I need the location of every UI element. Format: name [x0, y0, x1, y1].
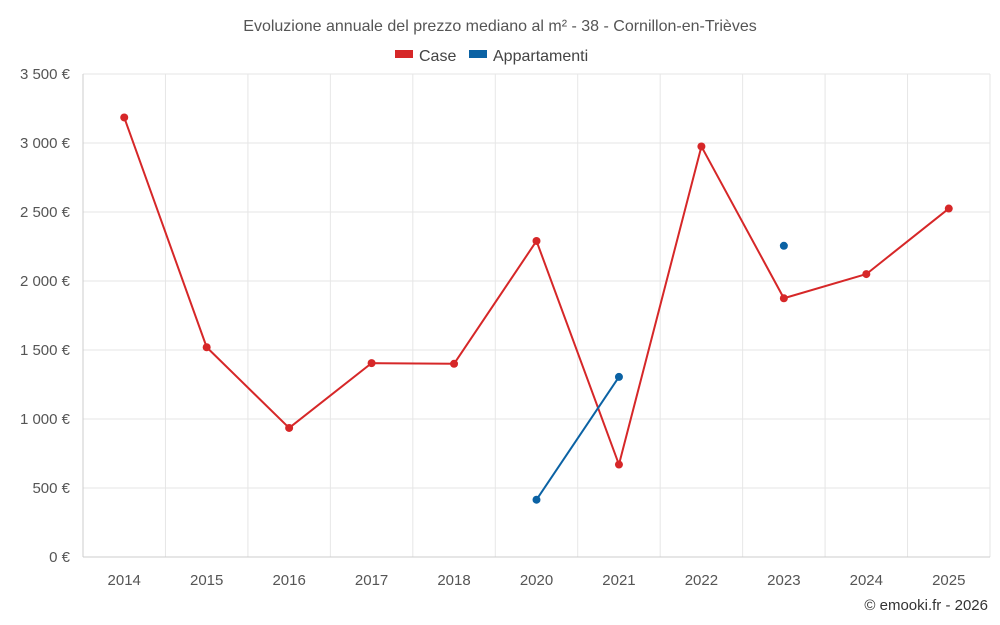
x-tick-label: 2017	[355, 572, 388, 589]
data-point-case-2017[interactable]	[367, 359, 376, 368]
legend-swatch-case	[395, 50, 413, 58]
data-point-case-2014[interactable]	[120, 113, 129, 122]
y-tick-label: 500 €	[32, 480, 70, 497]
data-point-case-2018[interactable]	[450, 359, 459, 368]
credit-text: © emooki.fr - 2026	[864, 597, 988, 614]
x-tick-label: 2018	[437, 572, 470, 589]
legend-label-appartamenti: Appartamenti	[493, 48, 588, 65]
y-tick-label: 2 000 €	[20, 273, 71, 290]
legend-swatch-appartamenti	[469, 50, 487, 58]
legend-item-appartamenti[interactable]: Appartamenti	[469, 48, 588, 65]
legend-item-case[interactable]: Case	[395, 48, 456, 65]
data-point-case-2020[interactable]	[532, 236, 541, 245]
grid-layer	[83, 73, 991, 557]
data-point-appartamenti-2021[interactable]	[614, 372, 623, 381]
series-appartamenti	[532, 241, 788, 504]
legend: Case Appartamenti	[395, 48, 588, 65]
x-tick-label: 2016	[272, 572, 305, 589]
axis-layer: 0 € 500 € 1 000 € 1 500 € 2 000 € 2 500 € 3 00…	[20, 66, 990, 589]
data-point-case-2022[interactable]	[697, 142, 706, 151]
data-point-case-2024[interactable]	[862, 270, 871, 279]
x-tick-label: 2015	[190, 572, 223, 589]
data-point-case-2021[interactable]	[614, 460, 623, 469]
x-tick-label: 2024	[850, 572, 883, 589]
chart-title: Evoluzione annuale del prezzo mediano al…	[243, 18, 756, 35]
x-tick-label: 2014	[108, 572, 141, 589]
data-point-case-2015[interactable]	[202, 343, 211, 352]
y-tick-label: 1 500 €	[20, 342, 71, 359]
y-tick-label: 2 500 €	[20, 204, 71, 221]
y-tick-label: 0 €	[49, 549, 71, 566]
x-tick-label: 2023	[767, 572, 800, 589]
data-point-case-2023[interactable]	[779, 294, 788, 303]
series-case	[120, 113, 953, 469]
x-tick-label: 2020	[520, 572, 553, 589]
data-point-case-2025[interactable]	[944, 204, 953, 213]
x-tick-label: 2022	[685, 572, 718, 589]
x-tick-label: 2021	[602, 572, 635, 589]
data-point-appartamenti-2020[interactable]	[532, 495, 541, 504]
y-tick-label: 1 000 €	[20, 411, 71, 428]
series-layer	[120, 113, 953, 504]
data-point-case-2016[interactable]	[285, 423, 294, 432]
y-tick-label: 3 500 €	[20, 66, 71, 83]
y-tick-label: 3 000 €	[20, 135, 71, 152]
legend-label-case: Case	[419, 48, 456, 65]
series-line-appartamenti	[535, 376, 620, 501]
data-point-appartamenti-2023[interactable]	[779, 241, 788, 250]
x-tick-label: 2025	[932, 572, 965, 589]
